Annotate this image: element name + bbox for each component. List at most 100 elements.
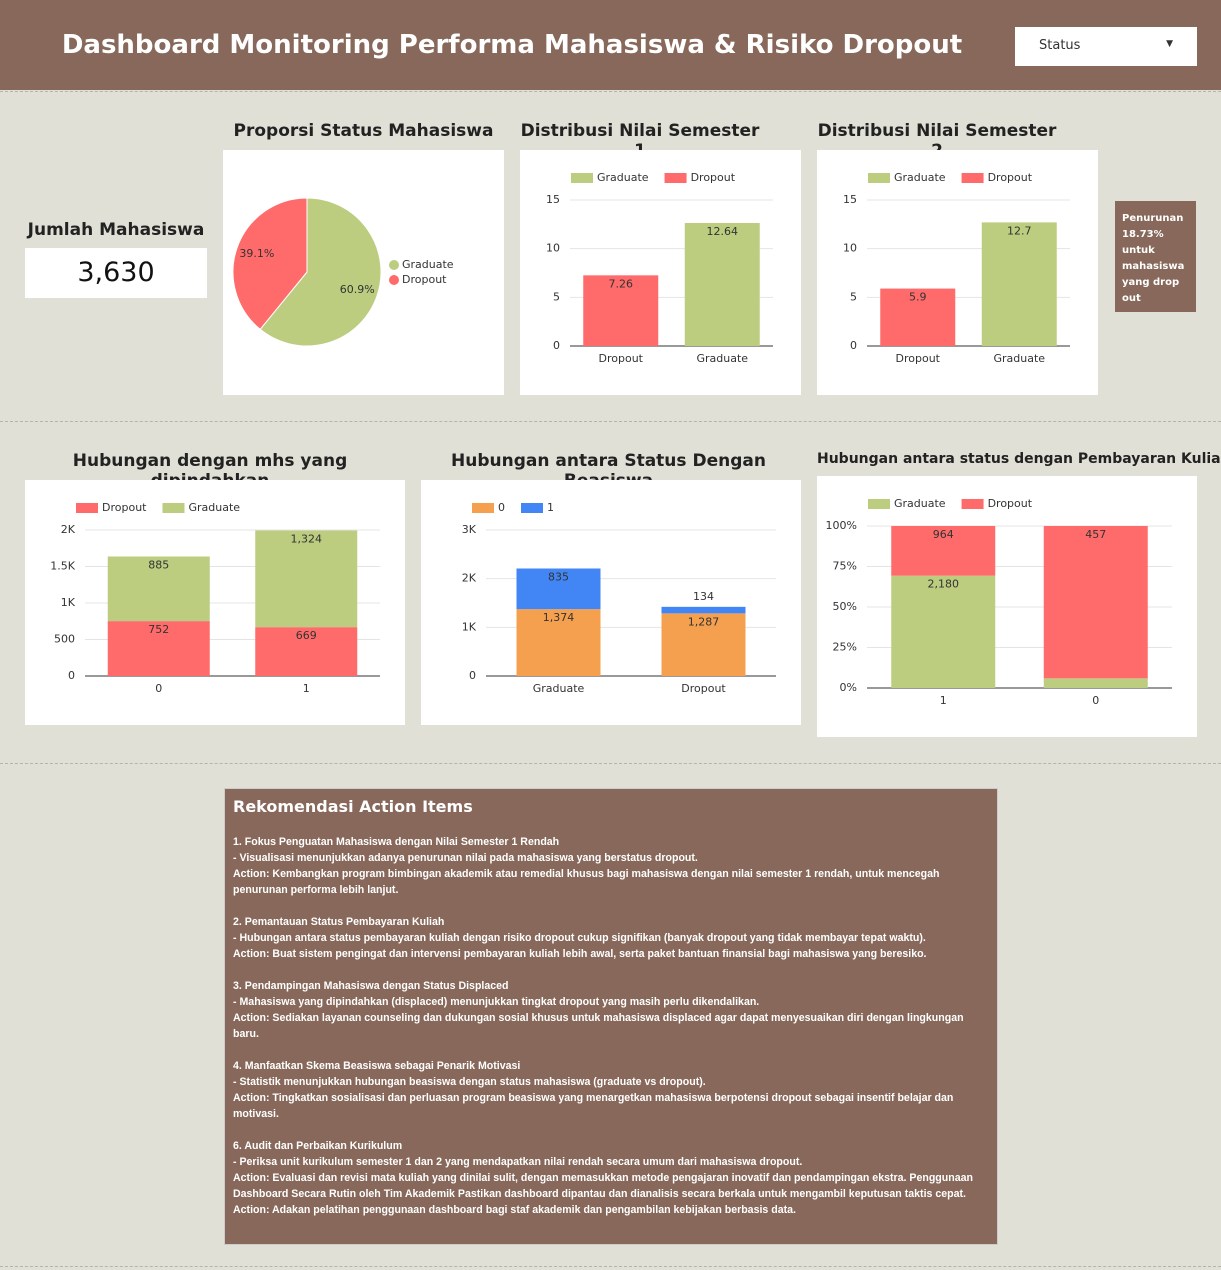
legend-label: 0 bbox=[498, 501, 505, 514]
x-tick-label: 0 bbox=[1092, 694, 1099, 707]
x-tick-label: Graduate bbox=[533, 682, 585, 695]
data-label: 964 bbox=[933, 528, 954, 541]
legend-swatch bbox=[521, 503, 543, 513]
y-tick-label: 5 bbox=[850, 290, 857, 303]
y-tick-label: 1K bbox=[61, 596, 76, 609]
data-label: 1,287 bbox=[688, 615, 720, 628]
legend-label: Dropout bbox=[402, 273, 447, 286]
x-tick-label: Graduate bbox=[696, 352, 748, 365]
chart-title: Proporsi Status Mahasiswa bbox=[233, 121, 494, 141]
recommendation-line: Action: Sediakan layanan counseling dan … bbox=[233, 1012, 964, 1040]
x-tick-label: Dropout bbox=[896, 352, 941, 365]
recommendation-line: - Mahasiswa yang dipindahkan (displaced)… bbox=[233, 996, 760, 1008]
legend-swatch bbox=[961, 173, 984, 183]
recommendations-title: Rekomendasi Action Items bbox=[233, 797, 473, 816]
scorecard-value: 3,630 bbox=[25, 248, 207, 298]
data-label: 1,324 bbox=[291, 533, 323, 546]
y-tick-label: 15 bbox=[546, 193, 560, 206]
bar bbox=[891, 575, 996, 688]
chart-title: Hubungan antara status dengan Pembayaran… bbox=[817, 451, 1221, 467]
separator bbox=[0, 1266, 1221, 1267]
recommendation-line: 4. Manfaatkan Skema Beasiswa sebagai Pen… bbox=[233, 1060, 521, 1072]
bar bbox=[255, 627, 358, 676]
note: Penurunan 18.73% untuk mahasiswa yang dr… bbox=[1115, 201, 1196, 312]
scorecard-label: Jumlah Mahasiswa bbox=[27, 220, 205, 240]
legend-label: Dropout bbox=[988, 497, 1033, 510]
separator bbox=[0, 91, 1221, 92]
chart: 60.9% 39.1% Graduate Dropout bbox=[223, 150, 504, 395]
y-tick-label: 0 bbox=[469, 669, 476, 682]
chart: 0 1K 2K 3K 0 1 Graduate Dropout 1,374 1,287 835 134 bbox=[421, 480, 801, 725]
x-tick-label: Dropout bbox=[681, 682, 726, 695]
recommendation-line: - Visualisasi menunjukkan adanya penurun… bbox=[233, 852, 698, 864]
y-tick-label: 15 bbox=[843, 193, 857, 206]
recommendation-paragraph: 1. Fokus Penguatan Mahasiswa dengan Nila… bbox=[233, 834, 989, 898]
legend-swatch bbox=[868, 499, 890, 509]
y-tick-label: 1.5K bbox=[50, 560, 75, 573]
data-label: 835 bbox=[548, 570, 569, 583]
y-tick-label: 500 bbox=[54, 633, 75, 646]
y-tick-label: 1K bbox=[462, 620, 477, 633]
recommendation-line: - Periksa unit kurikulum semester 1 dan … bbox=[233, 1156, 803, 1168]
recommendation-line: 1. Fokus Penguatan Mahasiswa dengan Nila… bbox=[233, 836, 560, 848]
separator bbox=[0, 421, 1221, 422]
legend-swatch bbox=[472, 503, 494, 513]
separator bbox=[0, 763, 1221, 764]
x-tick-label: 1 bbox=[940, 694, 947, 707]
legend-label: 1 bbox=[547, 501, 554, 514]
data-label: 12.7 bbox=[1007, 224, 1032, 237]
y-tick-label: 75% bbox=[833, 560, 857, 573]
legend-swatch bbox=[571, 173, 593, 183]
bar bbox=[981, 222, 1057, 346]
bar bbox=[684, 222, 760, 346]
legend-label: Graduate bbox=[597, 171, 649, 184]
page-title: Dashboard Monitoring Performa Mahasiswa … bbox=[61, 30, 963, 60]
recommendation-line: Action: Tingkatkan sosialisasi dan perlu… bbox=[233, 1092, 954, 1120]
y-tick-label: 10 bbox=[843, 242, 857, 255]
y-tick-label: 25% bbox=[833, 641, 857, 654]
y-tick-label: 10 bbox=[546, 242, 560, 255]
recommendation-line: Action: Buat sistem pengingat dan interv… bbox=[233, 948, 927, 960]
bar bbox=[516, 568, 601, 610]
legend-swatch bbox=[664, 173, 687, 183]
legend-label: Dropout bbox=[988, 171, 1033, 184]
data-label: 39.1% bbox=[239, 247, 274, 260]
legend-label: Dropout bbox=[102, 501, 147, 514]
pie-slice bbox=[259, 197, 382, 347]
pie-slice bbox=[232, 197, 308, 331]
recommendation-paragraph: 3. Pendampingan Mahasiswa dengan Status … bbox=[233, 978, 989, 1042]
chart: 0 5 10 15 Graduate Dropout Dropout Graduate 12.7… bbox=[817, 150, 1098, 395]
data-label: 669 bbox=[296, 629, 317, 642]
y-tick-label: 2K bbox=[462, 572, 477, 585]
chart: 0 5 10 15 Graduate Dropout Dropout Graduate 12.6… bbox=[520, 150, 801, 395]
data-label: 1,374 bbox=[543, 611, 575, 624]
chart: 0 500 1K 1.5K 2K Dropout Graduate 0 1 752 669 885 1,… bbox=[25, 480, 405, 725]
legend-label: Graduate bbox=[402, 258, 454, 271]
status-filter[interactable]: Status ▼ bbox=[1015, 27, 1197, 66]
bar bbox=[107, 621, 210, 676]
legend-swatch bbox=[76, 503, 98, 513]
y-tick-label: 0% bbox=[840, 681, 857, 694]
y-tick-label: 0 bbox=[850, 339, 857, 352]
legend-swatch bbox=[389, 275, 399, 285]
data-label: 134 bbox=[693, 590, 714, 603]
recommendation-line: 2. Pemantauan Status Pembayaran Kuliah bbox=[233, 916, 445, 928]
x-tick-label: 0 bbox=[155, 682, 162, 695]
y-tick-label: 0 bbox=[68, 669, 75, 682]
recommendation-paragraph: 2. Pemantauan Status Pembayaran Kuliah -… bbox=[233, 914, 989, 962]
bar bbox=[661, 613, 746, 676]
data-label: 7.26 bbox=[609, 277, 634, 290]
data-label: 457 bbox=[1085, 528, 1106, 541]
y-tick-label: 0 bbox=[553, 339, 560, 352]
y-tick-label: 100% bbox=[826, 519, 857, 532]
data-label: 5.9 bbox=[909, 291, 927, 304]
data-label: 12.64 bbox=[707, 225, 739, 238]
y-tick-label: 5 bbox=[553, 290, 560, 303]
x-tick-label: Graduate bbox=[993, 352, 1045, 365]
bar bbox=[583, 275, 659, 346]
bar bbox=[1043, 678, 1148, 688]
y-tick-label: 2K bbox=[61, 523, 76, 536]
data-label: 60.9% bbox=[340, 283, 375, 296]
recommendation-line: - Statistik menunjukkan hubungan beasisw… bbox=[233, 1076, 706, 1088]
